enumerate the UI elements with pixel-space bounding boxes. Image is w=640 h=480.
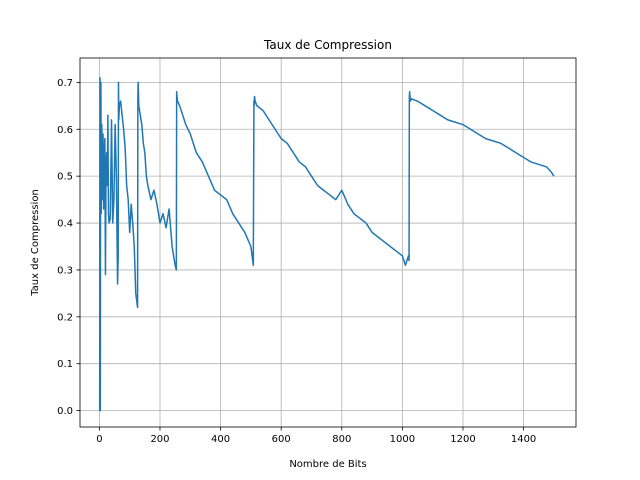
x-tick-label: 1400	[511, 434, 536, 445]
plot-frame	[79, 57, 577, 428]
data-lines	[98, 76, 555, 412]
y-tick-label: 0.1	[57, 359, 73, 370]
y-tick-label: 0.3	[57, 265, 73, 276]
y-tick-label: 0.2	[57, 312, 73, 323]
y-tick-label: 0.5	[57, 172, 73, 183]
ticks: 0 200 400 600 800 1000 1200 1400 0.0 0.1 0.2 0.3 0.4…	[57, 78, 536, 445]
y-axis-label: Taux de Compression	[30, 189, 41, 297]
x-tick-label: 1200	[450, 434, 475, 445]
x-tick-label: 0	[96, 434, 102, 445]
x-tick-label: 800	[332, 434, 351, 445]
grid	[80, 58, 576, 427]
x-axis-label: Nombre de Bits	[289, 459, 366, 470]
series-line	[98, 76, 555, 412]
x-tick-label: 600	[272, 434, 291, 445]
y-tick-label: 0.0	[57, 406, 73, 417]
x-tick-label: 1000	[390, 434, 415, 445]
x-tick-label: 400	[211, 434, 230, 445]
y-tick-label: 0.4	[57, 219, 73, 230]
x-tick-label: 200	[150, 434, 169, 445]
chart-title: Taux de Compression	[263, 38, 392, 52]
y-tick-label: 0.6	[57, 125, 73, 136]
y-tick-label: 0.7	[57, 78, 73, 89]
